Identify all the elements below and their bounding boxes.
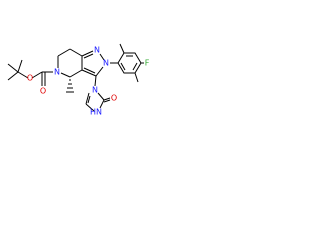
atom-label: O	[111, 94, 117, 103]
bonds	[7, 43, 144, 112]
atom-label: F	[145, 59, 150, 68]
atom-label: N	[54, 68, 60, 77]
atom-label: N	[92, 86, 98, 95]
atom-label: O	[40, 87, 46, 96]
molecule-diagram: O O N N N F N O HN	[7, 43, 150, 117]
atom-label: O	[27, 74, 33, 83]
atom-label: N	[103, 59, 109, 68]
atom-labels: O O N N N F N O HN	[27, 46, 150, 117]
atom-label: N	[94, 46, 100, 55]
atom-label: HN	[90, 108, 102, 117]
